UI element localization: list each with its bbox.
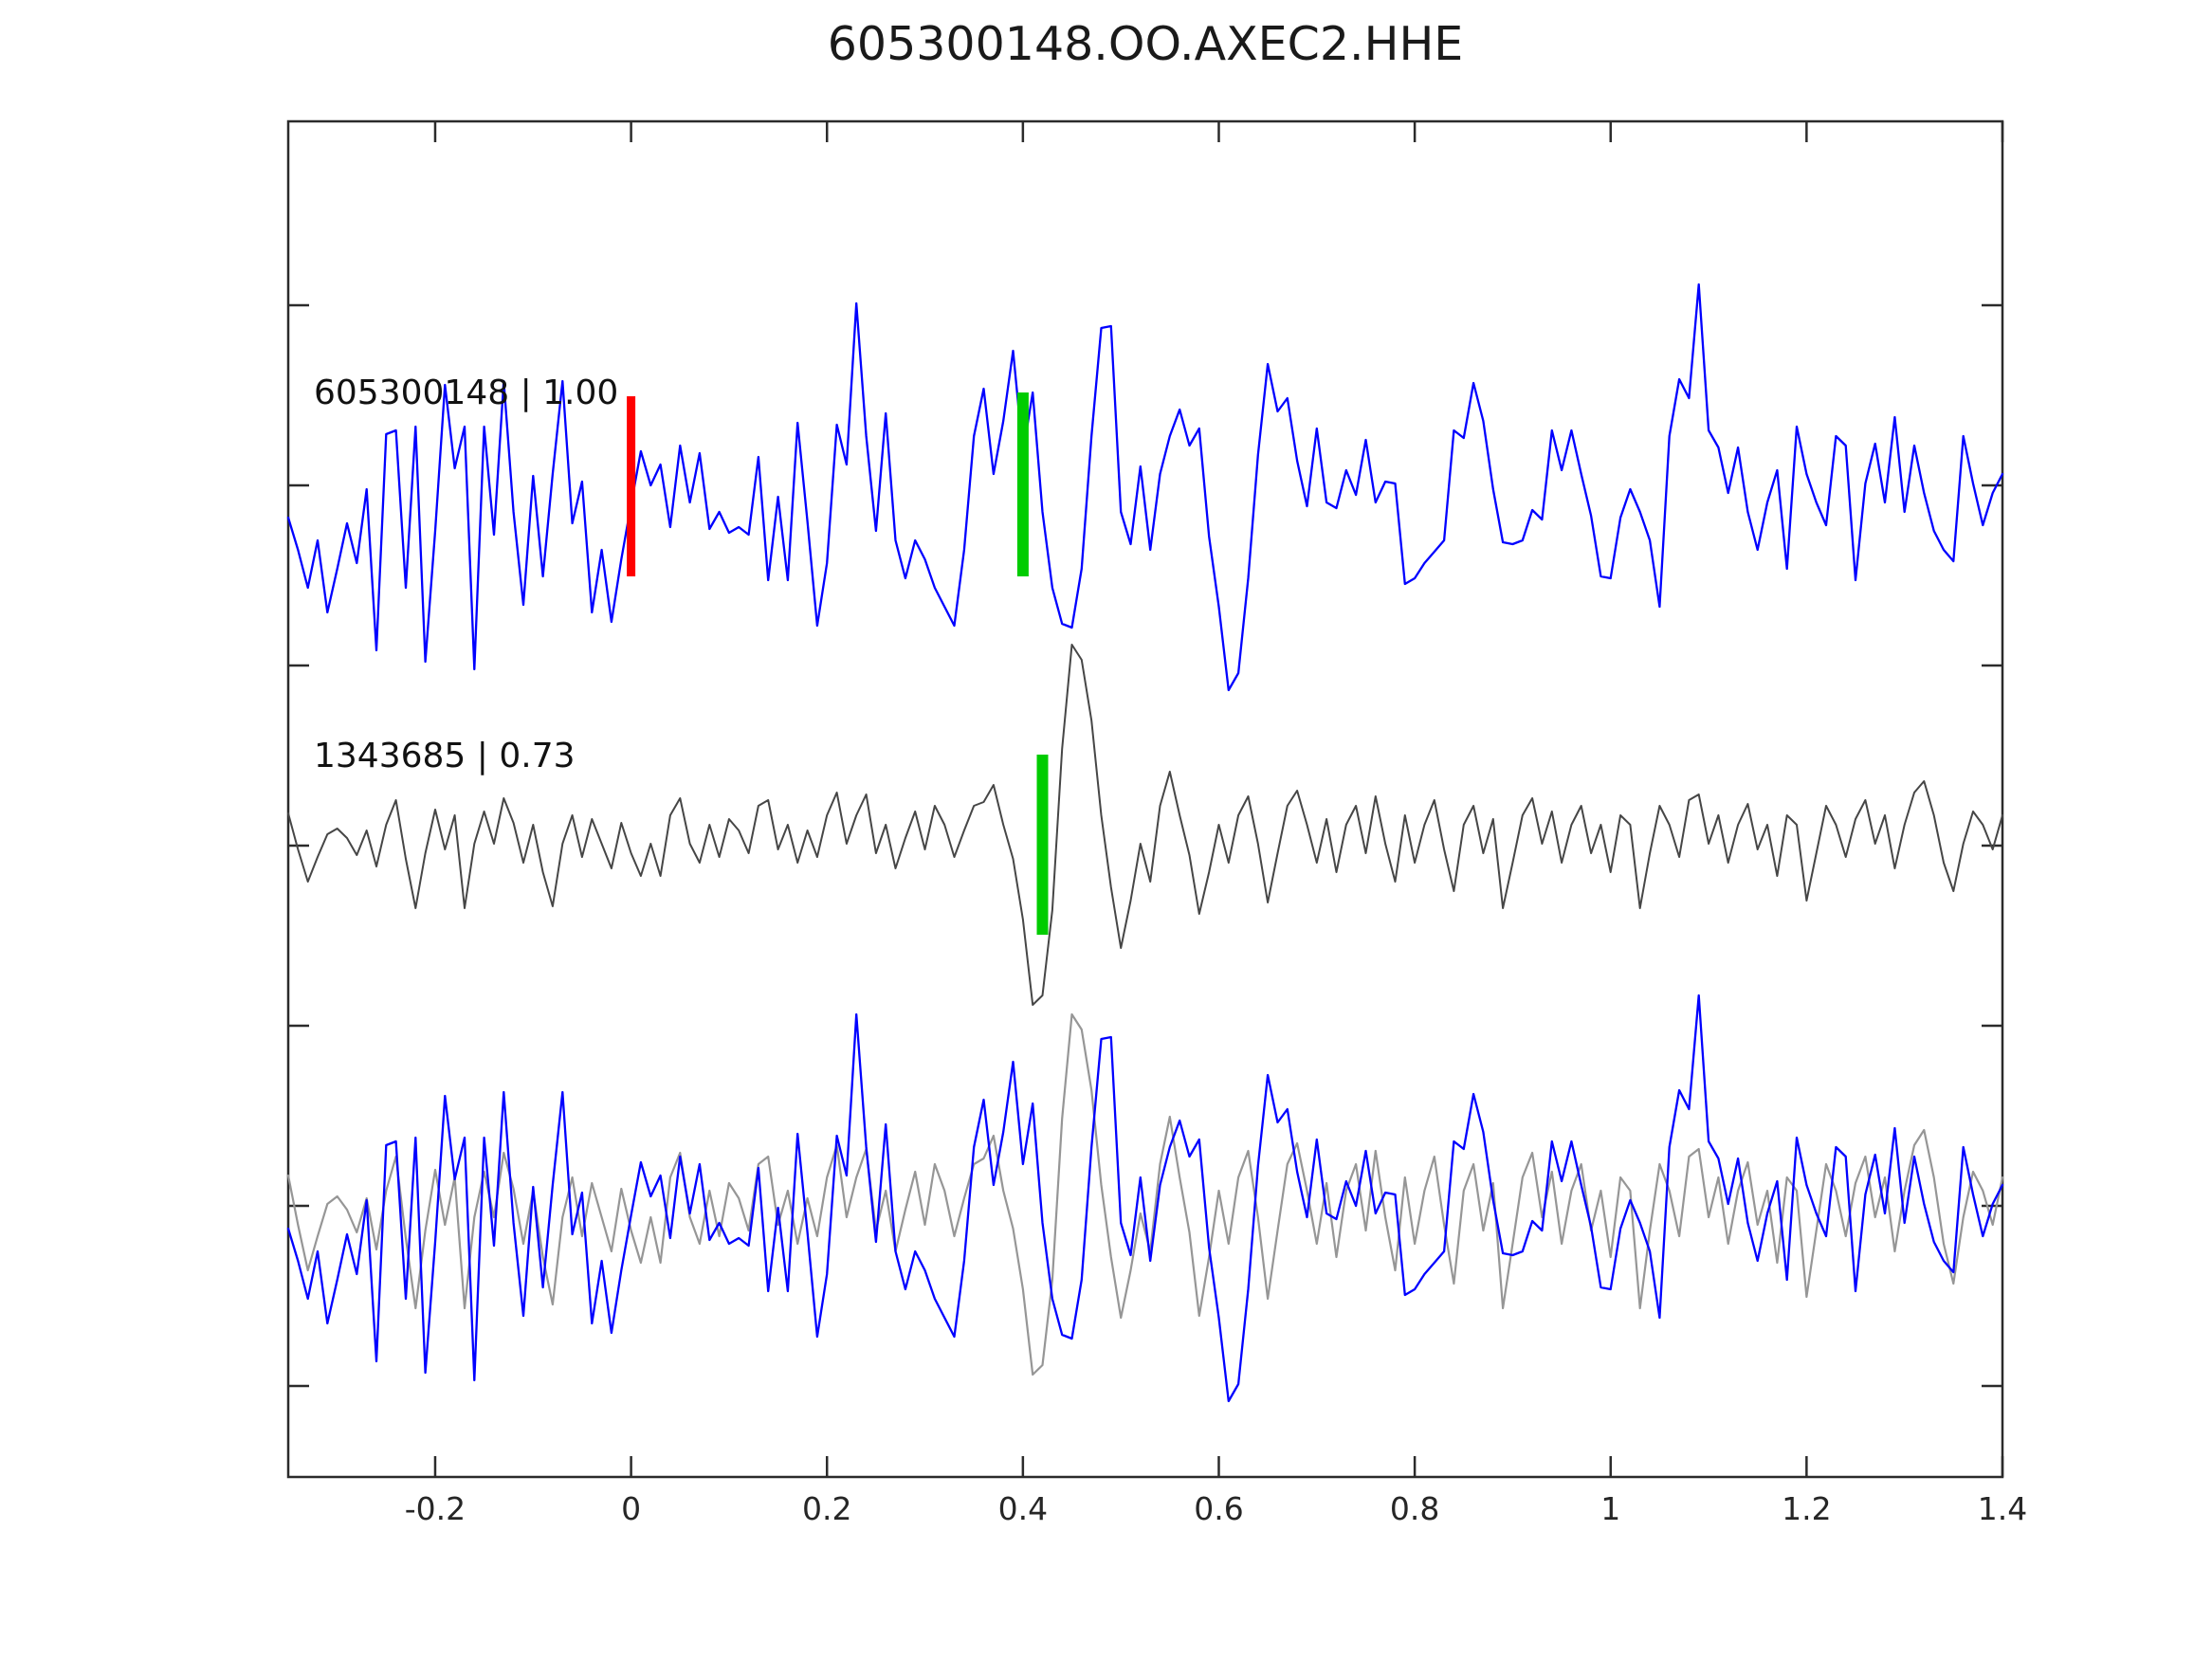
x-tick-label--0.2: -0.2 — [404, 1490, 466, 1527]
template-pick-marker — [1036, 755, 1049, 935]
x-tick-label-0.8: 0.8 — [1389, 1490, 1440, 1527]
plot-title: 605300148.OO.AXEC2.HHE — [827, 17, 1464, 71]
x-tick-label-1.2: 1.2 — [1782, 1490, 1832, 1527]
detection-trace-detection-row — [286, 283, 2004, 692]
origin-time-marker — [627, 396, 636, 576]
x-tick-label-0.6: 0.6 — [1194, 1490, 1244, 1527]
detection-trace-label: 605300148 | 1.00 — [314, 374, 619, 412]
x-tick-label-1: 1 — [1600, 1490, 1621, 1527]
x-tick-label-0: 0 — [621, 1490, 642, 1527]
template-trace-label: 1343685 | 0.73 — [314, 737, 576, 775]
detection-trace-overlay-row — [286, 994, 2004, 1403]
template-trace-template-row — [287, 644, 2003, 1006]
x-tick-label-0.2: 0.2 — [801, 1490, 852, 1527]
x-tick-label-1.4: 1.4 — [1977, 1490, 2028, 1527]
x-tick-label-0.4: 0.4 — [997, 1490, 1049, 1527]
template_overlay-trace-overlay-row — [286, 1012, 2004, 1376]
axes-spines — [286, 119, 2004, 1479]
detection-pick-marker — [1016, 392, 1029, 576]
